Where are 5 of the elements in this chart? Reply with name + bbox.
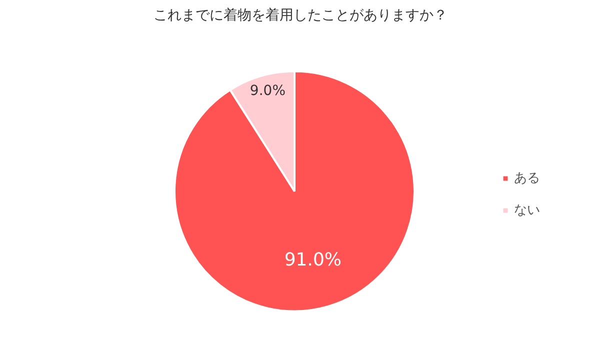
data-label: 91.0%: [284, 250, 342, 271]
data-label: 9.0%: [250, 83, 286, 100]
chart-title: これまでに着物を着用したことがありますか？: [154, 8, 448, 24]
legend-label: ある: [514, 170, 540, 187]
legend-label: ない: [514, 202, 540, 219]
